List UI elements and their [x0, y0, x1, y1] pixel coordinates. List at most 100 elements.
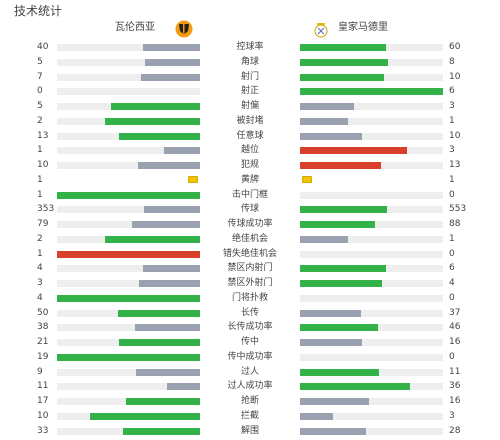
home-value: 17 [37, 396, 49, 406]
stat-row: 40 控球率 60 [0, 40, 500, 54]
away-bar [300, 265, 386, 273]
stat-label: 解围 [240, 425, 259, 436]
stat-row: 5 射偏 3 [0, 99, 500, 113]
stat-label: 传中 [240, 337, 259, 347]
stat-label: 错失绝佳机会 [222, 248, 277, 259]
home-bar [57, 250, 200, 258]
stat-label: 过人 [240, 366, 259, 377]
away-value: 10 [449, 71, 461, 82]
away-bar-track [300, 368, 443, 376]
away-value: 60 [449, 42, 461, 52]
home-value: 50 [37, 307, 49, 318]
away-bar-track [300, 265, 443, 273]
away-bar [300, 309, 361, 317]
home-bar-track [57, 103, 200, 110]
stat-row: 1 错失绝佳机会 0 [0, 247, 500, 261]
away-value: 6 [449, 263, 455, 274]
stat-label: 黄牌 [240, 174, 259, 185]
home-bar-track [57, 339, 200, 346]
stat-label: 长传 [240, 307, 259, 318]
away-bar-track [300, 250, 443, 258]
away-bar-track [300, 88, 443, 96]
home-bar [138, 162, 200, 169]
away-bar [300, 117, 348, 125]
home-bar-track [57, 368, 200, 376]
away-bar [300, 324, 378, 332]
away-bar [300, 235, 348, 243]
stat-row: 79 传球成功率 88 [0, 217, 500, 231]
stat-label: 角球 [240, 56, 259, 67]
away-bar [300, 103, 354, 110]
away-value: 0 [449, 292, 455, 303]
home-bar-track [57, 353, 200, 361]
home-value: 7 [37, 71, 43, 82]
stat-label: 越位 [240, 145, 259, 156]
away-value: 28 [449, 425, 461, 436]
home-bar-track [57, 88, 200, 96]
stat-row: 5 角球 8 [0, 55, 500, 69]
away-bar-track [300, 235, 443, 243]
away-value: 88 [449, 219, 461, 229]
away-value: 4 [449, 278, 455, 288]
home-value: 5 [37, 101, 43, 111]
home-bar [119, 132, 200, 140]
real-madrid-logo-icon [314, 23, 328, 38]
away-yellow-card-icon [302, 175, 312, 183]
away-value: 6 [449, 86, 455, 97]
stat-row: 10 犯规 13 [0, 158, 500, 172]
home-value: 5 [37, 56, 43, 67]
away-bar-track [300, 427, 443, 435]
away-bar [300, 44, 386, 51]
stat-label: 禁区内射门 [227, 263, 273, 274]
away-bar [300, 412, 333, 420]
home-bar [57, 353, 200, 361]
away-bar-track [300, 117, 443, 125]
stat-label: 任意球 [236, 130, 264, 141]
stat-row: 3 禁区外射门 4 [0, 276, 500, 290]
stat-row: 4 门将扑救 0 [0, 291, 500, 305]
stat-label: 击中门框 [231, 189, 268, 200]
away-value: 8 [449, 56, 455, 67]
home-value: 4 [37, 263, 43, 274]
home-bar-track [57, 44, 200, 51]
home-value: 9 [37, 366, 43, 377]
stat-label: 绝佳机会 [231, 233, 268, 244]
home-bar-track [57, 250, 200, 258]
home-value: 1 [37, 189, 43, 200]
home-bar [144, 206, 200, 214]
home-bar [135, 324, 200, 332]
away-bar-track [300, 73, 443, 81]
home-bar [136, 368, 200, 376]
stat-label: 禁区外射门 [227, 278, 273, 288]
away-bar-track [300, 280, 443, 287]
away-value: 1 [449, 233, 455, 244]
home-bar-track [57, 221, 200, 228]
stat-row: 13 任意球 10 [0, 129, 500, 143]
away-bar [300, 427, 366, 435]
home-bar [143, 265, 200, 273]
home-bar-track [57, 132, 200, 140]
away-bar-track [300, 44, 443, 51]
home-yellow-card-icon [188, 175, 198, 183]
home-value: 1 [37, 248, 43, 259]
away-bar-track [300, 309, 443, 317]
stat-row: 4 禁区内射门 6 [0, 261, 500, 275]
home-bar-track [57, 398, 200, 405]
home-bar [143, 44, 200, 51]
stat-label: 射正 [240, 86, 259, 97]
stat-row: 50 长传 37 [0, 306, 500, 320]
away-value: 3 [449, 101, 455, 111]
home-bar-track [57, 206, 200, 214]
stat-label: 过人成功率 [227, 381, 273, 392]
away-bar-track [300, 191, 443, 199]
home-bar [139, 280, 200, 287]
home-bar-track [57, 73, 200, 81]
away-value: 46 [449, 322, 461, 333]
home-value: 79 [37, 219, 49, 229]
stat-row: 33 解围 28 [0, 424, 500, 438]
away-bar-track [300, 383, 443, 391]
stat-label: 长传成功率 [227, 322, 273, 333]
section-title: 技术统计 [14, 4, 63, 18]
home-value: 1 [37, 145, 43, 156]
away-bar-track [300, 132, 443, 140]
